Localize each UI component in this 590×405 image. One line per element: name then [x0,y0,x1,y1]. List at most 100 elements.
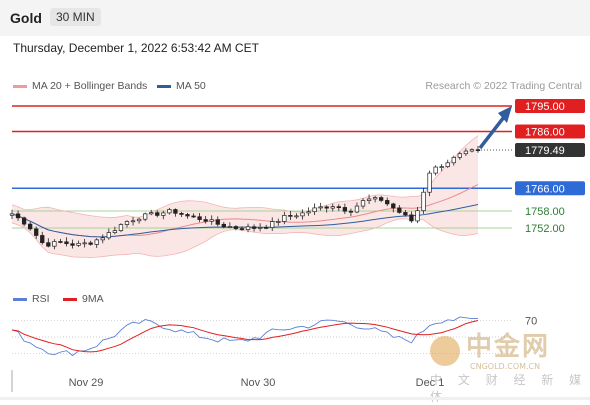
legend-ma20: MA 20 + Bollinger Bands [13,80,147,92]
candle [348,210,354,213]
legend-ma20-label: MA 20 + Bollinger Bands [32,80,148,92]
rsi-level-label: 70 [525,315,537,327]
candle [227,226,233,228]
legend-9ma-swatch [63,297,77,301]
candle [112,230,118,233]
legend-ma50-label: MA 50 [176,80,206,92]
candle [167,209,172,214]
candle [366,198,372,201]
forecast-arrow-head [498,106,512,123]
x-tick-label: Nov 30 [241,377,276,389]
candle [21,217,27,225]
candle [379,197,384,201]
level-label-1758-00: 1758.00 [525,206,565,218]
candle [306,211,311,214]
candle [179,212,184,215]
candle [106,232,111,239]
candle [463,150,469,155]
candle [88,242,93,245]
candle [264,227,269,229]
candle [58,241,63,243]
candle [70,243,75,246]
level-label-1786-00: 1786.00 [525,127,565,139]
legend-rsi-label: RSI [32,293,50,305]
candle [312,207,317,213]
candle [427,172,432,193]
legend-ma50-swatch [157,84,171,88]
legend-9ma-label: 9MA [82,293,104,305]
candle [245,226,251,230]
candle [288,214,293,217]
candle [257,227,263,229]
candle [161,212,166,216]
candle [251,226,257,229]
x-tick-label: Nov 29 [69,377,104,389]
level-label-1795-00: 1795.00 [525,101,565,113]
candle [185,214,190,217]
candle [94,239,99,245]
candle [330,206,335,209]
candle [391,203,396,209]
candle [300,212,305,217]
candle [64,241,69,245]
research-credit: Research © 2022 Trading Central [425,80,582,92]
candle [28,223,33,230]
candle [173,209,178,214]
candle [469,149,475,152]
candle [445,162,450,167]
candle [46,242,51,247]
candle [475,149,481,152]
candle [142,213,148,220]
candle [40,235,45,244]
rsi-9ma-line [11,319,479,353]
candle [9,213,15,216]
candle [342,207,348,212]
bollinger-band-fill [12,135,478,258]
candle [421,191,426,212]
level-tag-1779-49 [515,143,585,158]
watermark-logo-icon [430,335,460,366]
candle [354,205,360,213]
level-label-1766-00: 1766.00 [525,183,565,195]
timeframe-badge[interactable]: 30 MIN [50,8,101,26]
forecast-arrow-shaft [478,115,506,150]
candle [276,221,281,223]
x-tick-label: Dec 1 [416,377,445,389]
legend-ma20-swatch [13,84,27,88]
candle [360,200,366,207]
legend-9ma: 9MA [63,293,104,305]
candle [233,226,239,229]
chart-datetime: Thursday, December 1, 2022 6:53:42 AM CE… [13,41,259,55]
level-tag-1795-00 [515,99,585,113]
candle [124,221,130,225]
watermark-url: CNGOLD.COM.CN [470,361,541,371]
candle [15,213,21,219]
candle [397,207,402,213]
candle [221,223,226,228]
candle [149,212,154,215]
bollinger-upper [11,135,479,218]
level-label-1779-49: 1779.49 [525,145,565,157]
candle [52,241,57,247]
candle [203,219,208,222]
candle [457,153,462,158]
candle [294,215,299,218]
candle [324,206,329,209]
candle [282,214,287,222]
level-tag-1786-00 [515,124,585,139]
candle [415,210,420,222]
bollinger-lower [11,218,479,258]
rsi-line [11,316,479,357]
candle [209,219,214,222]
candle [130,220,136,223]
symbol-title: Gold [10,10,42,26]
candle [191,215,196,218]
candle [155,212,160,216]
legend-rsi-swatch [13,297,27,301]
level-tag-1766-00 [515,181,585,196]
candle [433,166,438,174]
legend-ma50: MA 50 [157,80,206,92]
candle [336,206,341,209]
candle [239,228,245,230]
